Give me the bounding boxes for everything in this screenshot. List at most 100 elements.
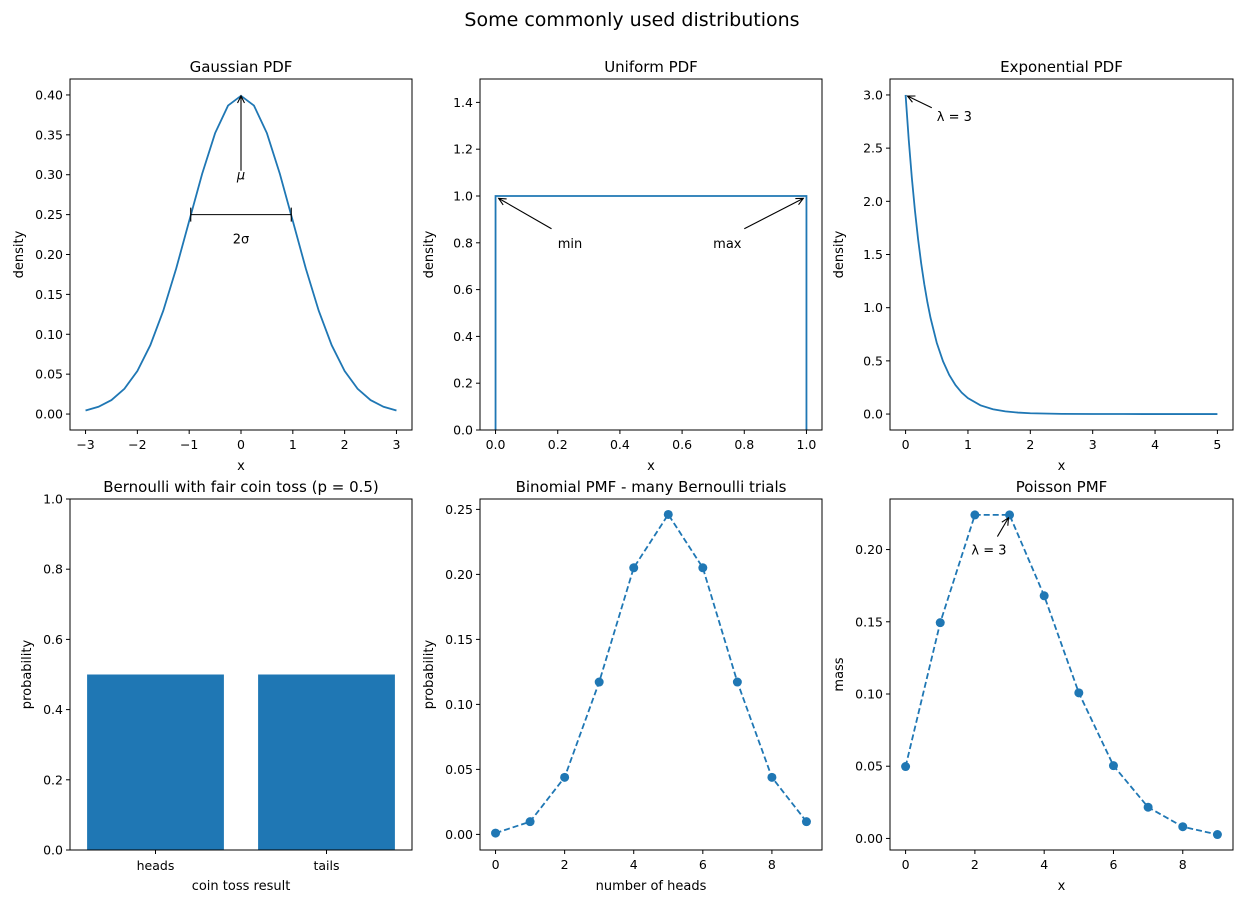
poisson-ylabel: mass [832,657,847,691]
poisson-xtick-label: 2 [971,857,979,872]
gaussian-xtick-label: −3 [76,437,94,452]
subplot-bernoulli: Bernoulli with fair coin toss (p = 0.5) h… [20,478,413,894]
gaussian-xtick-label: 1 [289,437,297,452]
poisson-xtick-label: 6 [1109,857,1117,872]
gaussian-ytick-label: 0.25 [35,207,63,222]
bernoulli-title: Bernoulli with fair coin toss (p = 0.5) [103,478,379,496]
binomial-series-line [495,512,808,834]
poisson-ytick-label: 0.10 [855,687,883,702]
gaussian-ytick-label: 0.00 [35,407,63,422]
uniform-frame [479,78,823,431]
gaussian-frame [69,78,413,431]
uniform-title: Uniform PDF [604,58,698,76]
binomial-xtick-label: 0 [492,857,500,872]
binomial-xtick-label: 2 [561,857,569,872]
uniform-xlabel: x [647,459,655,474]
binomial-point [663,509,673,519]
exponential-ytick-label: 0.5 [863,353,883,368]
exponential-ytick-label: 3.0 [863,87,883,102]
binomial-xlabel: number of heads [596,879,707,894]
binomial-point [698,563,708,573]
gaussian-ytick-label: 0.10 [35,327,63,342]
poisson-point [1039,591,1049,601]
poisson-lambda-arrow-head [1001,516,1010,526]
subplot-poisson: Poisson PMF 0 2 4 6 8 0.00 0.05 0.10 0.15 0.20 x mas… [832,478,1234,894]
poisson-xtick-label: 4 [1040,857,1048,872]
binomial-ytick-label: 0.15 [445,632,473,647]
bernoulli-ylabel: probability [20,640,35,710]
subplot-uniform: Uniform PDF 0.0 0.2 0.4 0.6 0.8 1.0 0.0 0.2 0.4 0.… [422,58,823,474]
gaussian-sigma-label: 2σ [233,233,250,248]
exponential-xtick-label: 5 [1213,437,1221,452]
uniform-ylabel: density [422,230,437,278]
bernoulli-ytick-label: 0.6 [43,632,63,647]
binomial-xtick-label: 8 [768,857,776,872]
uniform-max-arrow-shaft [744,197,804,230]
subplot-exponential: Exponential PDF 0 1 2 3 4 5 0.0 0.5 1.0 1.5 2.0 2.5 3… [832,58,1234,474]
exponential-ylabel: density [832,230,847,278]
bernoulli-xtick-label: tails [313,858,339,873]
uniform-max-arrow-head [795,197,805,206]
poisson-lambda-arrow-shaft [996,517,1009,537]
gaussian-ytick-label: 0.40 [35,87,63,102]
exponential-lambda-arrow-head [906,95,916,103]
poisson-point [1108,761,1118,771]
exponential-xtick-label: 2 [1026,437,1034,452]
binomial-ytick-label: 0.00 [445,827,473,842]
binomial-point [525,817,535,827]
uniform-min-label: min [558,237,583,252]
poisson-xtick-label: 0 [902,857,910,872]
poisson-xlabel: x [1058,879,1066,894]
exponential-xtick-label: 1 [964,437,972,452]
poisson-xtick-label: 8 [1179,857,1187,872]
poisson-frame [889,498,1234,851]
binomial-point [801,817,811,827]
bernoulli-bar-heads [87,674,224,850]
exponential-ytick-label: 1.5 [863,247,883,262]
uniform-ytick-label: 0.8 [453,235,473,250]
binomial-ytick-label: 0.05 [445,762,473,777]
binomial-frame [479,498,823,851]
poisson-point [970,510,980,520]
uniform-ytick-label: 0.2 [453,376,473,391]
exponential-frame [889,78,1234,431]
uniform-ytick-label: 1.0 [453,189,473,204]
poisson-series-line [904,513,1218,836]
gaussian-xtick-label: 0 [237,437,245,452]
binomial-point [491,828,501,838]
binomial-xtick-label: 6 [699,857,707,872]
binomial-xtick-label: 4 [630,857,638,872]
uniform-ytick-label: 1.4 [453,95,473,110]
binomial-point [560,772,570,782]
poisson-ytick-label: 0.20 [855,542,883,557]
exponential-ytick-label: 2.5 [863,141,883,156]
exponential-ytick-label: 0.0 [863,407,883,422]
uniform-max-label: max [713,237,742,252]
uniform-ytick-label: 0.4 [453,329,473,344]
binomial-point [594,677,604,687]
binomial-title: Binomial PMF - many Bernoulli trials [516,478,787,496]
poisson-title: Poisson PMF [1016,478,1108,496]
gaussian-ytick-label: 0.15 [35,287,63,302]
binomial-ytick-label: 0.25 [445,502,473,517]
exponential-title: Exponential PDF [1000,58,1123,76]
exponential-lambda-arrow-shaft [907,95,933,109]
gaussian-mu-arrow-head [237,94,245,104]
gaussian-xtick-label: −1 [180,437,198,452]
figure-title: Some commonly used distributions [464,9,799,31]
gaussian-ytick-label: 0.05 [35,367,63,382]
gaussian-xtick-label: 2 [341,437,349,452]
gaussian-xtick-label: −2 [128,437,146,452]
bernoulli-xtick-label: heads [137,858,175,873]
exponential-ytick-label: 1.0 [863,300,883,315]
uniform-xtick-label: 0.0 [486,437,506,452]
binomial-ytick-label: 0.10 [445,697,473,712]
poisson-point [1178,822,1188,832]
exponential-ytick-label: 2.0 [863,194,883,209]
poisson-point [1074,688,1084,698]
exponential-lambda-label: λ = 3 [937,110,972,125]
exponential-xtick-label: 4 [1151,437,1159,452]
poisson-point [1212,830,1222,840]
exponential-xtick-label: 0 [902,437,910,452]
uniform-ytick-label: 0.0 [453,423,473,438]
